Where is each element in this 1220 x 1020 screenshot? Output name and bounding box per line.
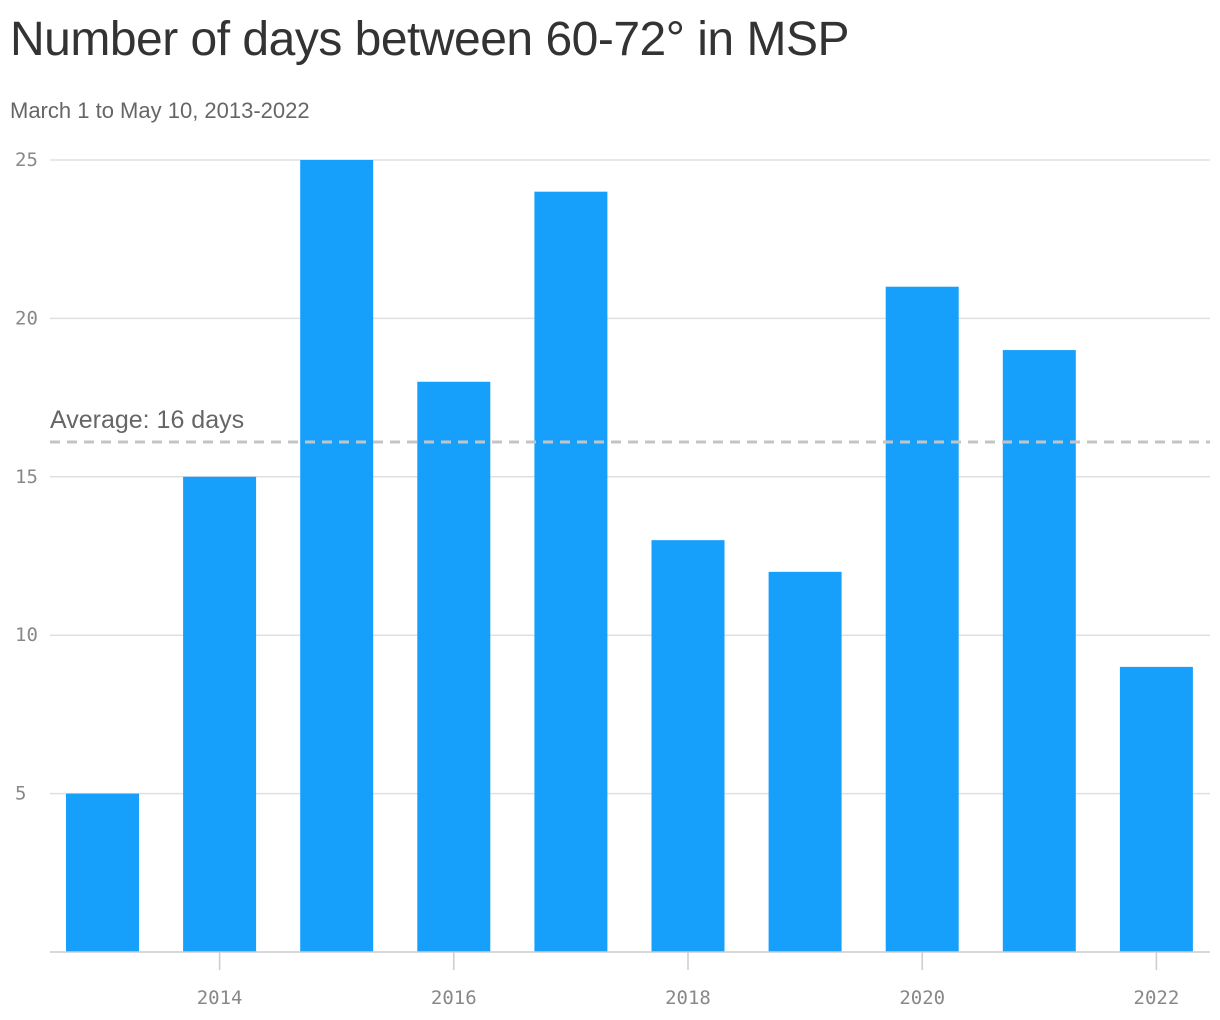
y-tick-label-5: 5 [15, 783, 26, 805]
x-tick-label-2020: 2020 [899, 987, 945, 1009]
y-tick-label-15: 15 [15, 466, 38, 488]
bar-2020 [885, 286, 959, 953]
bars [66, 160, 1193, 953]
average-label: Average: 16 days [50, 406, 244, 434]
bar-2022 [1119, 666, 1193, 952]
average-annotation: Average: 16 days [50, 406, 1210, 444]
x-axis: 2014 2016 2018 2020 2022 [50, 951, 1210, 1009]
y-tick-label-10: 10 [15, 624, 38, 646]
bar-2017 [534, 191, 608, 952]
chart-title: Number of days between 60-72° in MSP [10, 13, 849, 66]
x-tick-label-2018: 2018 [665, 987, 711, 1009]
bar-2018 [651, 540, 725, 952]
bar-2019 [768, 571, 842, 952]
bar-2014 [183, 476, 257, 952]
bar-2016 [417, 381, 491, 952]
chart-subtitle: March 1 to May 10, 2013-2022 [10, 98, 310, 123]
y-tick-label-25: 25 [15, 149, 38, 171]
y-tick-label-20: 20 [15, 307, 38, 329]
bar-2015 [300, 160, 374, 952]
bar-2013 [66, 793, 139, 952]
x-tick-label-2014: 2014 [197, 987, 243, 1009]
bar-2021 [1002, 350, 1076, 953]
x-tick-label-2016: 2016 [431, 987, 477, 1009]
x-tick-label-2022: 2022 [1134, 987, 1180, 1009]
